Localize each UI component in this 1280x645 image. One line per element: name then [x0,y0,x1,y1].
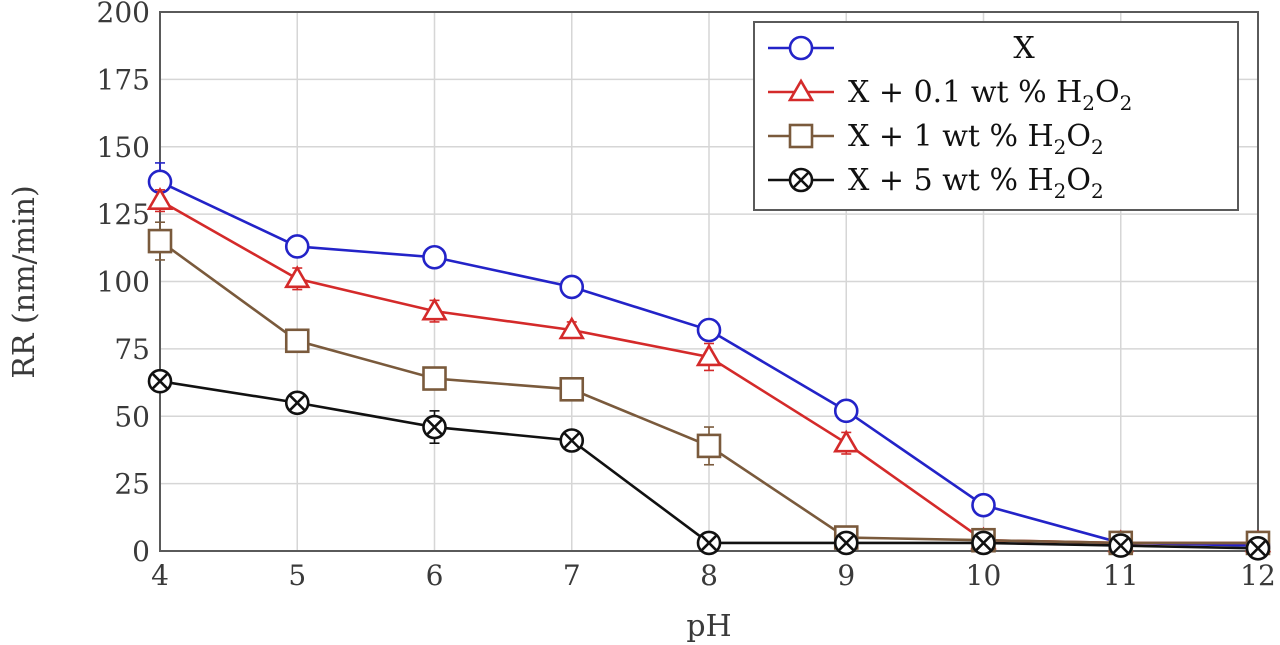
marker-triangle [146,187,174,210]
legend-subscript: 2 [1091,135,1104,159]
marker-triangle [558,316,586,340]
legend-text-part: X + 1 wt % H [848,119,1054,154]
legend-text-part: X [1013,31,1035,66]
data-series [146,162,1272,561]
legend-label: X + 5 wt % H2O2 [848,163,1104,203]
legend-entry-3: X + 1 wt % H2O2 [768,119,1104,159]
marker-circle-x-cross [792,171,810,189]
y-tick-label: 100 [97,266,150,299]
y-tick-label: 0 [132,535,150,568]
legend-subscript: 2 [1120,91,1133,115]
marker-circle-x [422,414,447,440]
marker-circle [696,317,722,343]
legend-entry-4: X + 5 wt % H2O2 [768,163,1104,203]
y-tick-label: 150 [97,131,150,164]
marker-circle-x [284,390,310,416]
legend-text-part: O [1095,75,1120,110]
x-tick-label: 9 [837,559,855,592]
marker-circle-x [696,530,722,556]
legend-label: X + 1 wt % H2O2 [848,119,1104,159]
marker-square [284,328,310,354]
y-tick-label: 25 [114,468,150,501]
marker-circle-x [971,530,996,556]
marker-circle [422,244,447,270]
marker-circle-x [1245,536,1271,561]
marker-circle [833,398,859,424]
marker-circle-x [833,530,859,556]
y-axis-ticks: 0 25 50 75 100 125 150 175 200 [97,0,150,568]
x-tick-label: 12 [1240,559,1276,592]
legend-text-part: O [1066,119,1091,154]
legend-entry-2: X + 0.1 wt % H2O2 [768,75,1132,115]
marker-circle-x [147,368,173,394]
marker-square [559,376,585,402]
marker-circle [559,274,585,300]
marker-circle [284,234,310,259]
y-tick-label: 200 [97,0,150,29]
legend-entry-1: X [768,31,1035,66]
marker-square [422,366,447,391]
x-tick-label: 10 [966,559,1002,592]
marker-triangle [283,265,311,289]
y-axis-label: RR (nm/min) [7,185,42,378]
x-tick-label: 5 [288,559,306,592]
x-tick-label: 4 [151,559,169,592]
marker-circle-x-cross [1112,537,1130,555]
marker-circle-x [559,428,585,453]
marker-square [788,123,814,149]
marker-triangle [832,429,860,453]
legend-text-part: X + 0.1 wt % H [848,75,1082,110]
legend-text-part: O [1066,163,1091,198]
legend-box [753,21,1239,211]
marker-circle-x-cross [151,372,169,390]
y-tick-label: 125 [97,198,150,231]
x-tick-label: 8 [700,559,718,592]
marker-circle [971,492,996,518]
marker-circle-x-cross [426,418,443,436]
y-tick-label: 50 [114,400,150,433]
marker-circle [788,35,814,61]
marker-circle-x-cross [563,432,581,449]
marker-circle-x-cross [837,534,855,552]
series-4 [147,368,1271,561]
legend-label: X + 0.1 wt % H2O2 [848,75,1132,115]
marker-circle-x [788,167,814,193]
legend-subscript: 2 [1082,91,1095,115]
marker-circle-x-cross [975,534,992,552]
marker-circle-x [1108,533,1134,558]
marker-triangle [787,78,815,102]
x-axis-ticks: 4 5 6 7 8 9 10 11 12 [151,559,1276,592]
marker-circle-x-cross [700,534,718,552]
legend-subscript: 2 [1054,135,1067,159]
marker-square [696,433,722,459]
x-tick-label: 7 [563,559,581,592]
marker-circle-x-cross [1249,539,1267,557]
x-axis-label: pH [686,609,731,644]
marker-square [147,228,173,254]
marker-circle-x-cross [288,394,306,412]
legend-text-part: X + 5 wt % H [848,163,1054,198]
x-tick-label: 11 [1103,559,1139,592]
y-tick-label: 75 [114,333,150,366]
legend-subscript: 2 [1054,179,1067,203]
marker-triangle [421,297,448,321]
marker-triangle [695,343,723,367]
legend-subscript: 2 [1091,179,1104,203]
legend-label: X [1013,31,1035,66]
x-tick-label: 6 [426,559,444,592]
y-tick-label: 175 [97,63,150,96]
